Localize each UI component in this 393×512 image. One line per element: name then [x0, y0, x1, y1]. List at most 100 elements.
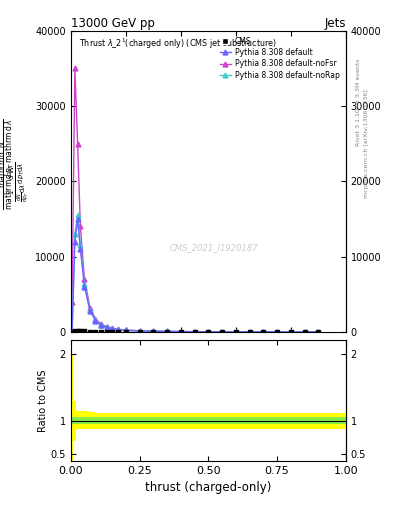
- CMS: [220, 329, 224, 335]
- Pythia 8.308 default: [72, 239, 77, 245]
- Pythia 8.308 default-noRap: [88, 307, 92, 313]
- CMS: [275, 329, 279, 335]
- Pythia 8.308 default-noFsr: [192, 329, 197, 335]
- Line: Pythia 8.308 default-noFsr: Pythia 8.308 default-noFsr: [70, 66, 321, 334]
- Pythia 8.308 default-noFsr: [88, 305, 92, 311]
- Text: Jets: Jets: [324, 16, 346, 30]
- Pythia 8.308 default-noFsr: [99, 321, 103, 327]
- CMS: [70, 329, 75, 335]
- CMS: [316, 329, 321, 335]
- Pythia 8.308 default-noRap: [220, 329, 224, 335]
- Pythia 8.308 default-noRap: [275, 329, 279, 335]
- Pythia 8.308 default-noRap: [233, 329, 238, 335]
- CMS: [110, 329, 114, 335]
- Pythia 8.308 default-noFsr: [110, 325, 114, 331]
- X-axis label: thrust (charged-only): thrust (charged-only): [145, 481, 272, 494]
- Pythia 8.308 default-noFsr: [288, 329, 293, 335]
- Pythia 8.308 default-noFsr: [247, 329, 252, 335]
- Pythia 8.308 default: [288, 329, 293, 335]
- CMS: [151, 329, 156, 335]
- Pythia 8.308 default: [192, 329, 197, 335]
- CMS: [72, 328, 77, 334]
- Pythia 8.308 default-noFsr: [115, 326, 120, 332]
- Pythia 8.308 default-noFsr: [275, 329, 279, 335]
- Pythia 8.308 default-noRap: [178, 329, 183, 335]
- Pythia 8.308 default: [206, 329, 211, 335]
- Pythia 8.308 default: [165, 328, 169, 334]
- Pythia 8.308 default: [110, 326, 114, 332]
- CMS: [123, 329, 128, 335]
- Pythia 8.308 default: [75, 216, 80, 222]
- CMS: [288, 329, 293, 335]
- Pythia 8.308 default-noRap: [288, 329, 293, 335]
- Pythia 8.308 default-noFsr: [123, 327, 128, 333]
- Pythia 8.308 default-noRap: [72, 231, 77, 237]
- Pythia 8.308 default: [302, 329, 307, 335]
- Pythia 8.308 default: [82, 284, 87, 290]
- CMS: [82, 328, 87, 334]
- CMS: [99, 329, 103, 335]
- Pythia 8.308 default: [104, 324, 109, 330]
- Pythia 8.308 default-noFsr: [220, 329, 224, 335]
- Pythia 8.308 default: [316, 329, 321, 335]
- Pythia 8.308 default-noFsr: [82, 276, 87, 282]
- Pythia 8.308 default-noFsr: [165, 328, 169, 334]
- CMS: [302, 329, 307, 335]
- Text: Thrust $\lambda\_2^1$(charged only) (CMS jet substructure): Thrust $\lambda\_2^1$(charged only) (CMS…: [79, 37, 277, 51]
- Pythia 8.308 default: [151, 328, 156, 334]
- Pythia 8.308 default: [178, 329, 183, 335]
- Pythia 8.308 default: [220, 329, 224, 335]
- Pythia 8.308 default-noRap: [70, 328, 75, 334]
- Pythia 8.308 default-noRap: [192, 329, 197, 335]
- Line: CMS: CMS: [70, 329, 321, 334]
- CMS: [233, 329, 238, 335]
- Pythia 8.308 default: [70, 328, 75, 334]
- Pythia 8.308 default-noRap: [115, 327, 120, 333]
- Line: Pythia 8.308 default: Pythia 8.308 default: [70, 217, 321, 334]
- Pythia 8.308 default: [78, 246, 83, 252]
- Pythia 8.308 default-noFsr: [261, 329, 266, 335]
- CMS: [78, 328, 83, 334]
- Pythia 8.308 default: [247, 329, 252, 335]
- Pythia 8.308 default-noFsr: [70, 298, 75, 305]
- Pythia 8.308 default-noRap: [137, 328, 142, 334]
- Text: CMS_2021_I1920187: CMS_2021_I1920187: [169, 243, 258, 252]
- CMS: [192, 329, 197, 335]
- Pythia 8.308 default-noFsr: [316, 329, 321, 335]
- Pythia 8.308 default: [261, 329, 266, 335]
- Pythia 8.308 default-noRap: [206, 329, 211, 335]
- Pythia 8.308 default-noFsr: [151, 328, 156, 334]
- Line: Pythia 8.308 default-noRap: Pythia 8.308 default-noRap: [70, 213, 321, 334]
- Pythia 8.308 default-noFsr: [75, 141, 80, 147]
- Pythia 8.308 default-noRap: [247, 329, 252, 335]
- CMS: [115, 329, 120, 335]
- Text: $\overline{\mathrm{mathrm\,d}\,p_T\,\mathrm{mathrm\,d}\,\lambda}$: $\overline{\mathrm{mathrm\,d}\,p_T\,\mat…: [3, 118, 17, 210]
- Pythia 8.308 default-noFsr: [137, 328, 142, 334]
- Text: Rivet 3.1.10, ≥ 3.3M events: Rivet 3.1.10, ≥ 3.3M events: [356, 58, 361, 146]
- Pythia 8.308 default: [115, 327, 120, 333]
- Pythia 8.308 default: [93, 317, 98, 324]
- CMS: [178, 329, 183, 335]
- Pythia 8.308 default-noFsr: [78, 223, 83, 229]
- Legend: CMS, Pythia 8.308 default, Pythia 8.308 default-noFsr, Pythia 8.308 default-noRa: CMS, Pythia 8.308 default, Pythia 8.308 …: [217, 34, 342, 82]
- Pythia 8.308 default-noFsr: [302, 329, 307, 335]
- Pythia 8.308 default-noRap: [78, 242, 83, 248]
- Pythia 8.308 default-noFsr: [178, 329, 183, 335]
- Pythia 8.308 default: [233, 329, 238, 335]
- CMS: [75, 328, 80, 334]
- CMS: [88, 329, 92, 335]
- Pythia 8.308 default-noFsr: [104, 324, 109, 330]
- Y-axis label: $\frac{1}{\frac{\mathrm{d}N}{\mathrm{d}p_T}\mathrm{d}\lambda}\frac{\mathrm{d}^2N: $\frac{1}{\frac{\mathrm{d}N}{\mathrm{d}p…: [7, 161, 32, 202]
- Pythia 8.308 default-noRap: [151, 328, 156, 334]
- Pythia 8.308 default-noFsr: [233, 329, 238, 335]
- Pythia 8.308 default-noRap: [261, 329, 266, 335]
- Pythia 8.308 default: [275, 329, 279, 335]
- Text: 13000 GeV pp: 13000 GeV pp: [71, 16, 154, 30]
- Text: $\mathrm{mathrm\,d}^2N$: $\mathrm{mathrm\,d}^2N$: [0, 140, 8, 188]
- Pythia 8.308 default-noRap: [93, 317, 98, 323]
- Pythia 8.308 default-noRap: [165, 328, 169, 334]
- CMS: [206, 329, 211, 335]
- Pythia 8.308 default: [137, 328, 142, 334]
- Pythia 8.308 default-noRap: [104, 324, 109, 330]
- Pythia 8.308 default-noRap: [316, 329, 321, 335]
